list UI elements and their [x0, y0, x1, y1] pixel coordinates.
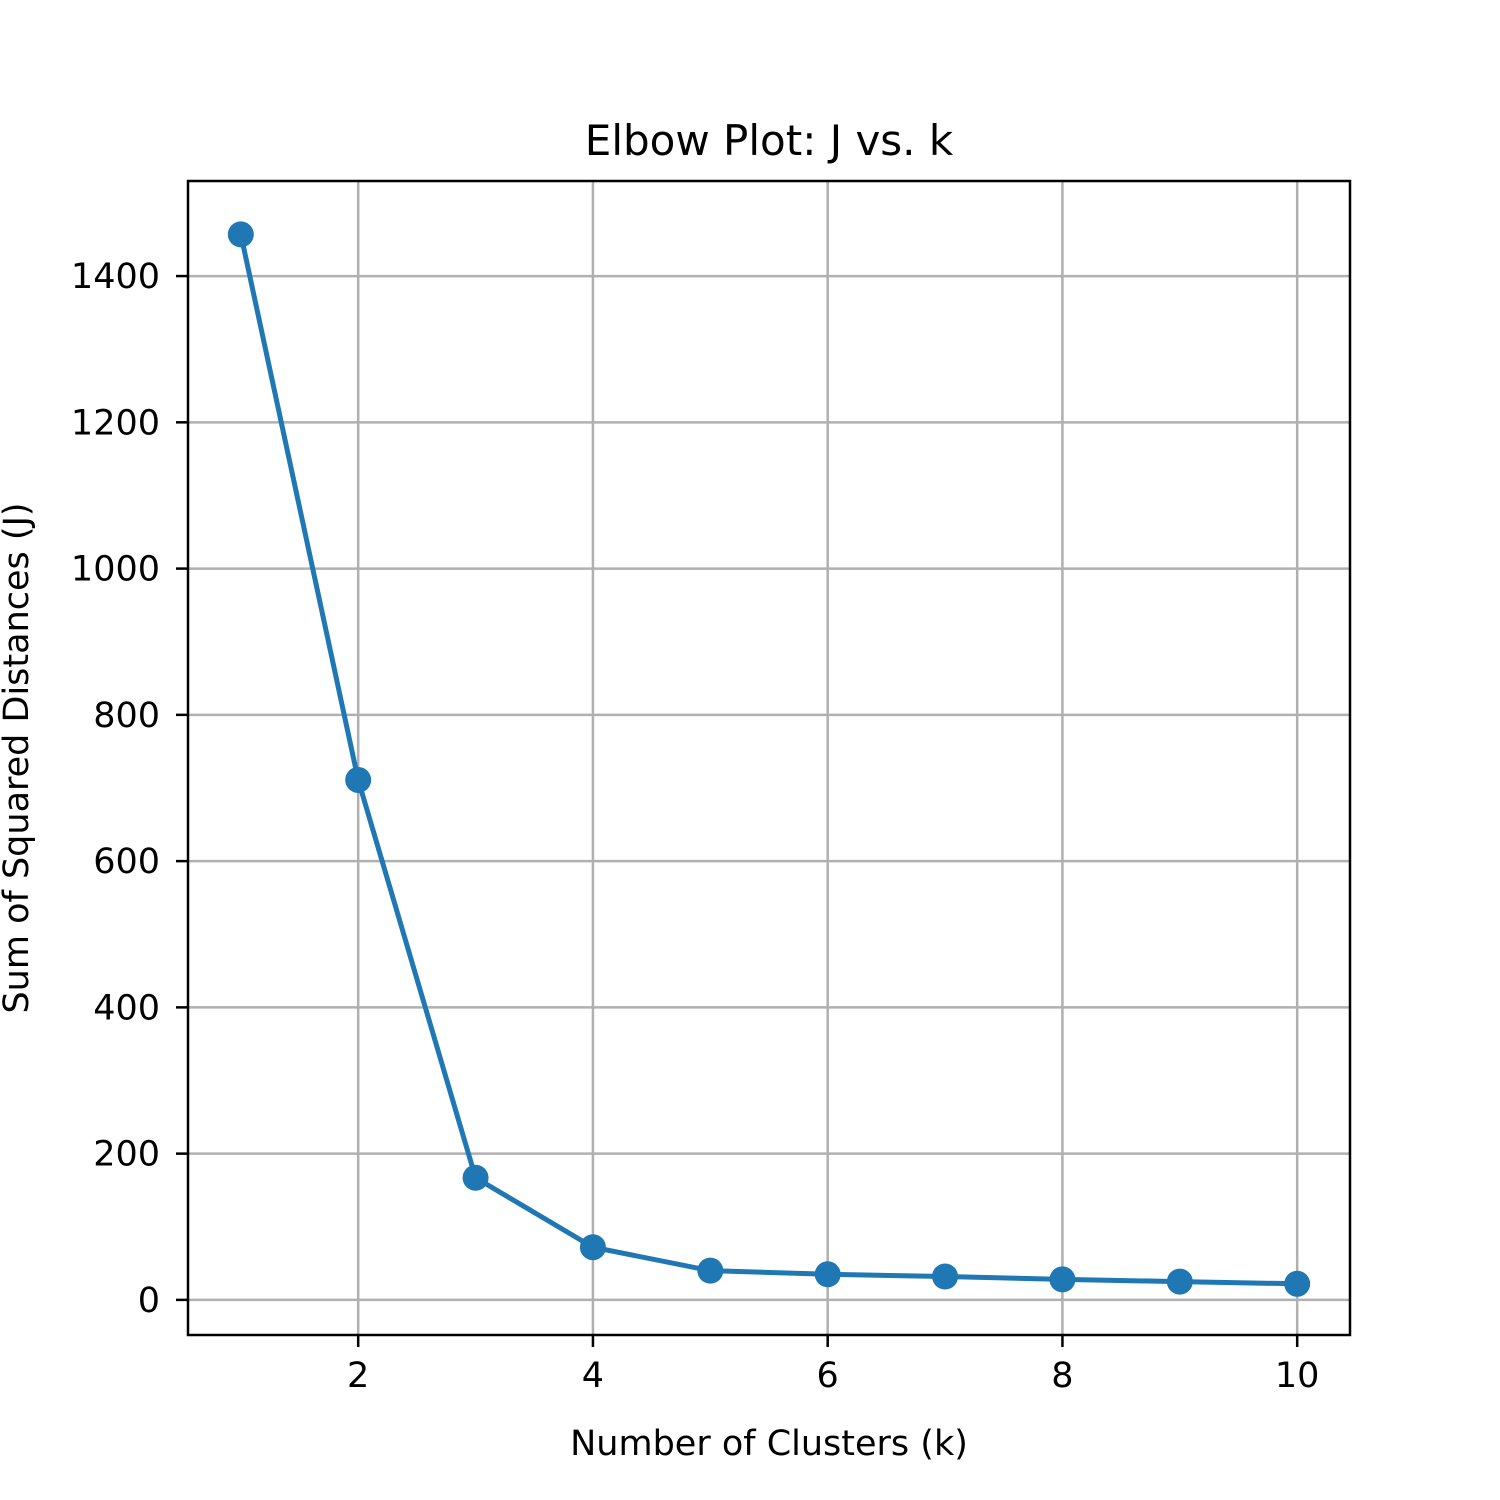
- x-tick-label: 4: [582, 1356, 604, 1396]
- y-tick-label: 200: [93, 1135, 160, 1175]
- axes-frame: [186, 179, 1352, 1337]
- x-tick-label: 10: [1275, 1356, 1320, 1396]
- series-layer: [227, 221, 1311, 1297]
- x-tick-label: 6: [817, 1356, 839, 1396]
- y-tick-label: 600: [93, 842, 160, 882]
- y-tick-label: 1400: [71, 257, 160, 297]
- y-tick-label: 400: [93, 988, 160, 1028]
- y-tick-label: 800: [93, 696, 160, 736]
- data-point: [932, 1263, 959, 1290]
- x-axis-title: Number of Clusters (k): [570, 1424, 968, 1464]
- data-point: [697, 1257, 724, 1284]
- series-line: [238, 233, 1298, 1287]
- y-tick-label: 0: [138, 1281, 160, 1321]
- data-point: [1049, 1266, 1076, 1293]
- plot-frame: [186, 179, 1352, 1337]
- data-point: [814, 1261, 841, 1288]
- x-tick-label: 8: [1051, 1356, 1073, 1396]
- chart-title: Elbow Plot: J vs. k: [585, 116, 954, 165]
- data-point: [227, 221, 254, 248]
- y-axis-title: Sum of Squared Distances (J): [0, 502, 37, 1013]
- data-point: [1166, 1268, 1193, 1295]
- y-tick-label: 1200: [71, 403, 160, 443]
- y-tick-label: 1000: [71, 550, 160, 590]
- data-point: [1284, 1270, 1311, 1297]
- data-point: [462, 1164, 489, 1191]
- data-point: [579, 1234, 606, 1261]
- tick-layer: 2 4 6 8 10 0 200 400 600 800 1000 1200 1400: [71, 257, 1320, 1396]
- grid-lines: [188, 181, 1350, 1335]
- data-point: [345, 766, 372, 793]
- x-tick-label: 2: [347, 1356, 369, 1396]
